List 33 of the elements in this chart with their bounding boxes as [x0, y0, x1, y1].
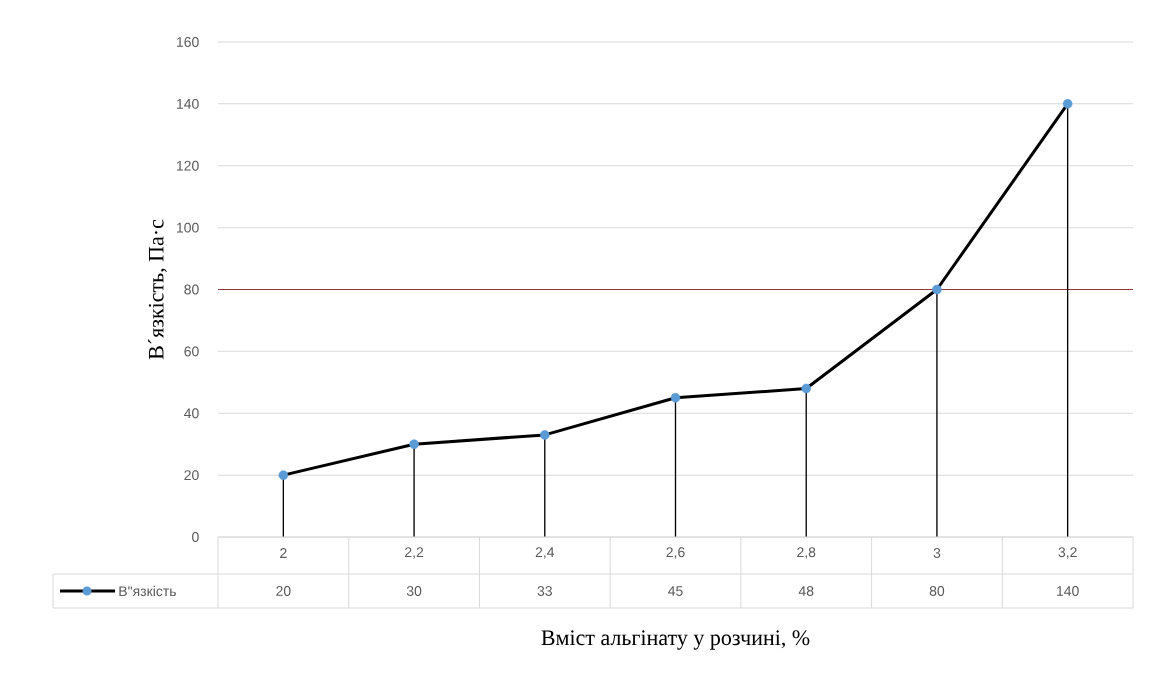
y-tick-label: 160	[177, 37, 199, 47]
x-tick-label: 2,8	[797, 547, 816, 559]
point	[540, 430, 550, 440]
y-axis-title: В´язкість, Па·с	[148, 219, 167, 360]
data-label: 45	[668, 586, 683, 596]
x-tick-label: 2,2	[405, 547, 424, 559]
point	[278, 470, 289, 480]
legend-label: В"язкість	[119, 585, 176, 597]
data-label: 33	[537, 586, 552, 596]
x-tick-label: 3	[933, 548, 941, 558]
x-tick-label: 3,2	[1058, 547, 1077, 559]
point	[670, 393, 681, 403]
data-label: 20	[276, 586, 291, 596]
x-axis-title: Вміст альгінату у розчині, %	[541, 630, 810, 650]
y-tick-label: 60	[184, 346, 199, 357]
data-label: 48	[798, 586, 814, 596]
point	[932, 284, 942, 295]
y-tick-label: 80	[184, 284, 199, 295]
x-tick-label: 2	[280, 548, 287, 558]
y-tick-label: 0	[192, 532, 199, 542]
point	[1062, 99, 1073, 109]
x-tick-label: 2,6	[666, 547, 685, 559]
point	[409, 439, 419, 449]
data-label: 80	[929, 586, 945, 596]
y-tick-label: 100	[177, 222, 199, 233]
data-label: 140	[1057, 586, 1079, 596]
x-tick-label: 2,4	[535, 547, 555, 559]
y-tick-label: 20	[184, 470, 199, 481]
data-label: 30	[406, 586, 422, 596]
y-tick-label: 40	[184, 408, 199, 419]
point	[801, 383, 811, 394]
y-tick-label: 120	[177, 160, 199, 171]
y-tick-label: 140	[177, 98, 199, 109]
